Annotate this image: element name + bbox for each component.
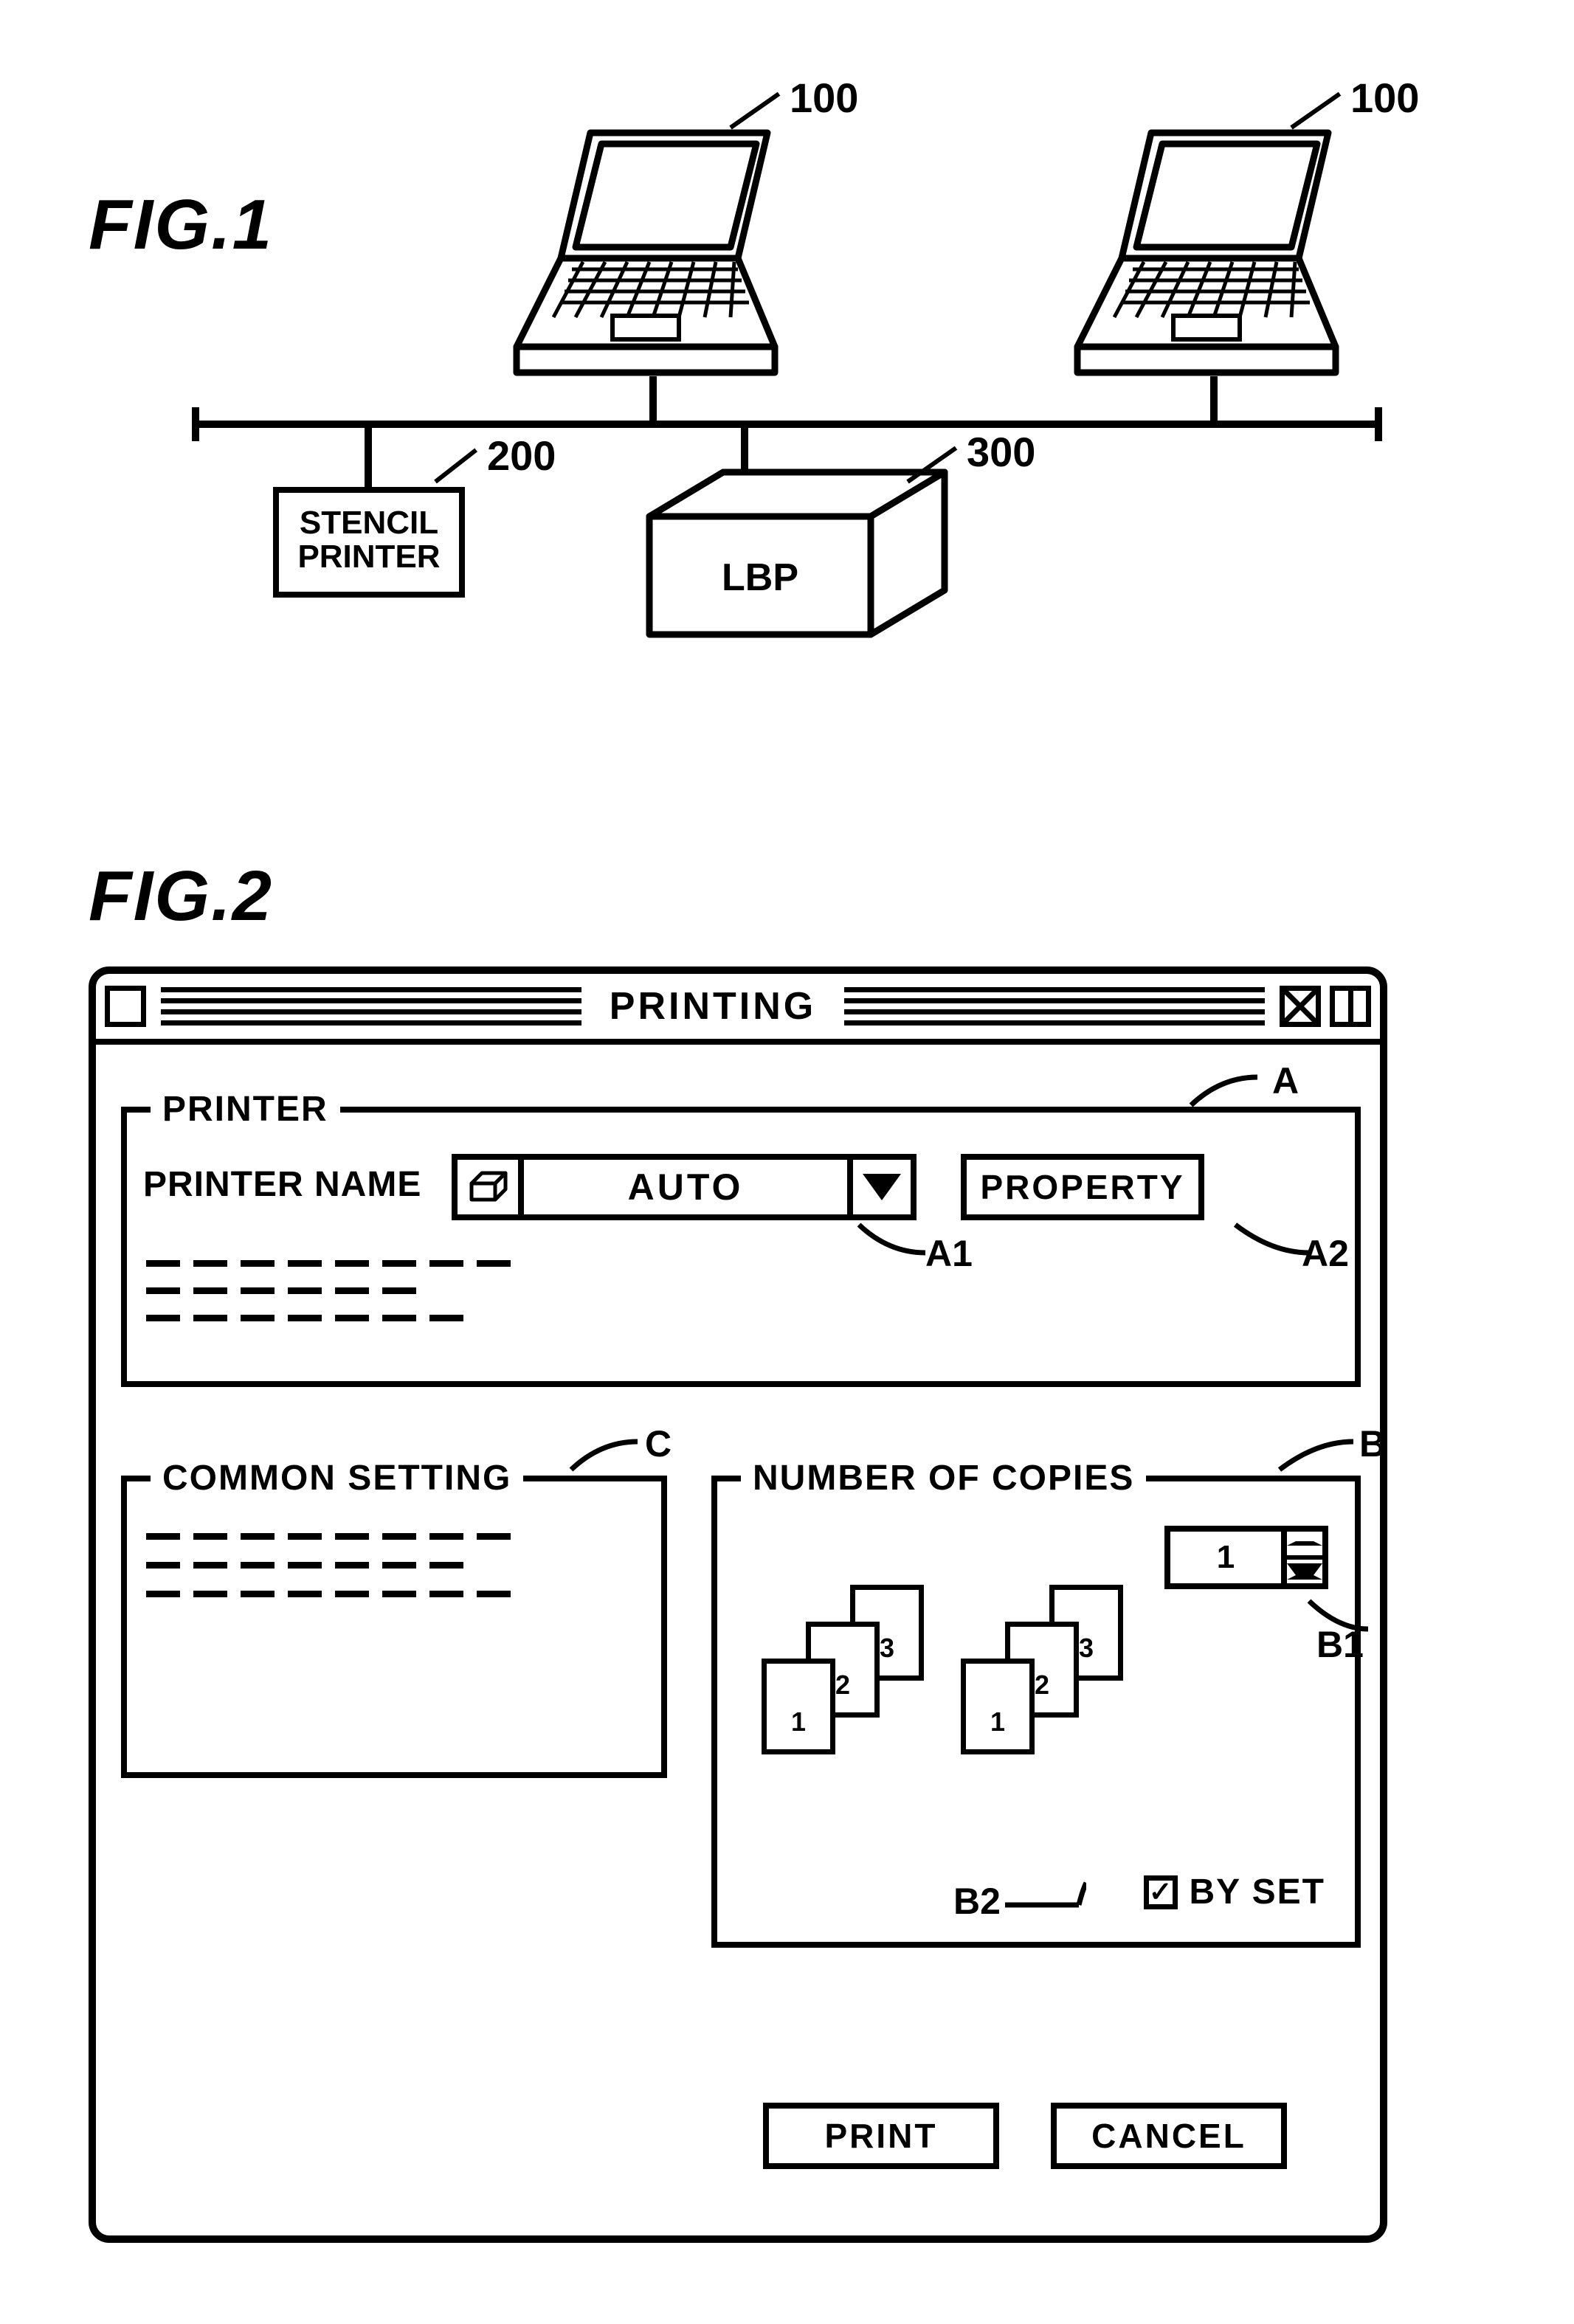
property-button[interactable]: PROPERTY [961, 1154, 1204, 1220]
callout-A1: A1 [925, 1232, 973, 1275]
callout-A: A [1272, 1059, 1299, 1102]
printer-select-value: AUTO [524, 1166, 847, 1208]
callout-A2: A2 [1302, 1232, 1349, 1275]
fig2-label: FIG.2 [89, 856, 1485, 937]
ref-lead [729, 92, 780, 130]
drop-laptop-left [649, 376, 657, 425]
fig1: FIG.1 100 [89, 44, 1485, 708]
lead-curve [998, 1875, 1086, 1920]
printer-select[interactable]: AUTO [452, 1154, 917, 1220]
copies-value: 1 [1170, 1532, 1281, 1583]
callout-B2: B2 [953, 1880, 1001, 1923]
ref-lead [1290, 92, 1341, 130]
ref-300: 300 [967, 428, 1035, 476]
by-set-checkbox[interactable]: ✓ [1144, 1875, 1178, 1909]
drop-laptop-right [1210, 376, 1218, 425]
ref-100-left: 100 [790, 74, 858, 122]
print-button-label: PRINT [825, 2116, 938, 2156]
system-menu-icon[interactable] [105, 986, 146, 1027]
lbp-node: LBP [635, 465, 959, 649]
callout-C: C [645, 1422, 672, 1465]
printer-name-label: PRINTER NAME [143, 1164, 421, 1205]
spinner-up-icon[interactable] [1287, 1532, 1322, 1560]
lead-curve [852, 1217, 933, 1262]
ref-100-right: 100 [1350, 74, 1419, 122]
chevron-down-icon[interactable] [847, 1160, 911, 1214]
svg-text:LBP: LBP [722, 556, 798, 599]
lead-curve [1272, 1434, 1361, 1479]
common-setting-legend: COMMON SETTING [151, 1458, 523, 1498]
spinner-down-icon[interactable] [1287, 1560, 1322, 1583]
titlebar-stripes [155, 987, 587, 1026]
printer-group: PRINTER PRINTER NAME AUTO PROPERTY [121, 1107, 1361, 1387]
common-setting-group: COMMON SETTING [121, 1476, 667, 1778]
copies-group: NUMBER OF COPIES 1 3 2 1 3 2 1 [711, 1476, 1361, 1948]
drop-stencil [365, 421, 372, 487]
cancel-button[interactable]: CANCEL [1051, 2103, 1287, 2169]
ref-lead [434, 449, 477, 484]
copies-group-legend: NUMBER OF COPIES [741, 1458, 1146, 1498]
callout-B1: B1 [1316, 1623, 1364, 1666]
page-1: 1 [961, 1659, 1035, 1754]
page-1: 1 [762, 1659, 835, 1754]
stencil-label-2: PRINTER [279, 540, 459, 574]
placeholder-lines [146, 1260, 511, 1321]
cancel-button-label: CANCEL [1091, 2116, 1246, 2156]
placeholder-lines [146, 1533, 511, 1597]
copies-spinner[interactable]: 1 [1164, 1526, 1328, 1589]
laptop-icon [502, 125, 782, 376]
by-set-row: ✓ BY SET [1144, 1872, 1326, 1912]
ref-200: 200 [487, 432, 556, 480]
lead-curve [564, 1434, 645, 1479]
collate-icon: 3 2 1 [762, 1585, 968, 1777]
window-body: PRINTER PRINTER NAME AUTO PROPERTY A [121, 1062, 1355, 2210]
by-set-label: BY SET [1190, 1872, 1326, 1912]
printer-group-legend: PRINTER [151, 1089, 340, 1130]
window-title: PRINTING [596, 984, 829, 1028]
collate-icon: 3 2 1 [961, 1585, 1167, 1777]
titlebar: PRINTING [96, 974, 1380, 1045]
close-icon[interactable] [1280, 986, 1321, 1027]
fig1-label: FIG.1 [89, 184, 273, 266]
maximize-icon[interactable] [1330, 986, 1371, 1027]
printer-icon [458, 1160, 524, 1214]
property-button-label: PROPERTY [980, 1167, 1184, 1207]
titlebar-stripes [838, 987, 1271, 1026]
lead-curve [1184, 1070, 1272, 1114]
callout-B: B [1359, 1422, 1386, 1465]
laptop-icon [1063, 125, 1343, 376]
stencil-label-1: STENCIL [279, 506, 459, 540]
printing-window: PRINTING PRINTER PRINTER NAME AUTO PROPE… [89, 966, 1387, 2243]
stencil-printer-node: STENCIL PRINTER [273, 487, 465, 598]
print-button[interactable]: PRINT [763, 2103, 999, 2169]
